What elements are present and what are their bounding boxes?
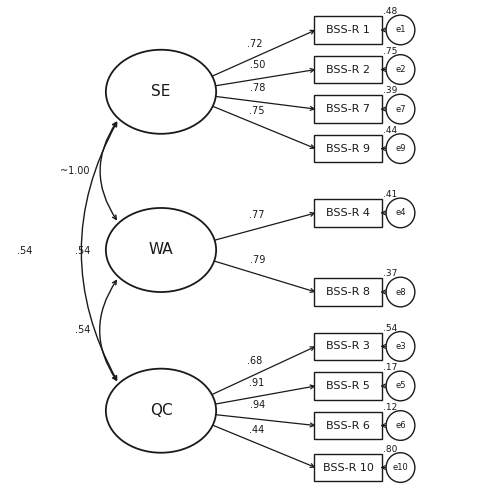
- FancyBboxPatch shape: [314, 95, 381, 123]
- Text: BSS-R 5: BSS-R 5: [325, 381, 369, 391]
- FancyBboxPatch shape: [314, 332, 381, 360]
- Text: BSS-R 8: BSS-R 8: [325, 287, 369, 297]
- Text: .72: .72: [246, 38, 262, 48]
- Text: SE: SE: [151, 84, 170, 100]
- FancyArrowPatch shape: [100, 122, 116, 220]
- FancyBboxPatch shape: [314, 372, 381, 400]
- Text: .37: .37: [382, 269, 397, 278]
- Text: .75: .75: [382, 46, 397, 56]
- Text: e1: e1: [394, 26, 405, 35]
- FancyBboxPatch shape: [314, 278, 381, 306]
- Text: e8: e8: [394, 288, 405, 296]
- FancyArrowPatch shape: [99, 280, 116, 380]
- FancyBboxPatch shape: [314, 16, 381, 44]
- Text: .54: .54: [382, 324, 397, 332]
- FancyBboxPatch shape: [314, 199, 381, 227]
- Text: .54: .54: [75, 246, 90, 256]
- Text: .17: .17: [382, 363, 397, 372]
- Text: .48: .48: [382, 7, 397, 16]
- Text: e10: e10: [392, 463, 408, 472]
- FancyBboxPatch shape: [314, 135, 381, 162]
- Text: ~1.00: ~1.00: [60, 166, 90, 176]
- Text: BSS-R 7: BSS-R 7: [325, 104, 369, 114]
- Text: e6: e6: [394, 421, 405, 430]
- Text: .12: .12: [382, 402, 397, 411]
- FancyBboxPatch shape: [314, 412, 381, 440]
- Text: .68: .68: [246, 356, 261, 366]
- Text: .50: .50: [249, 60, 264, 70]
- Text: .54: .54: [75, 326, 90, 336]
- Text: BSS-R 2: BSS-R 2: [325, 64, 369, 74]
- Text: BSS-R 4: BSS-R 4: [325, 208, 369, 218]
- Text: e5: e5: [394, 382, 405, 390]
- Text: BSS-R 6: BSS-R 6: [325, 420, 369, 430]
- Text: e4: e4: [394, 208, 405, 218]
- Text: .78: .78: [250, 83, 265, 93]
- Text: e9: e9: [394, 144, 405, 153]
- Text: .41: .41: [382, 190, 397, 199]
- Text: .77: .77: [248, 210, 264, 220]
- Text: BSS-R 1: BSS-R 1: [325, 25, 369, 35]
- FancyBboxPatch shape: [314, 454, 381, 481]
- Text: BSS-R 10: BSS-R 10: [322, 462, 373, 472]
- Text: .54: .54: [17, 246, 32, 256]
- Text: e3: e3: [394, 342, 405, 351]
- FancyArrowPatch shape: [81, 122, 117, 380]
- Text: .39: .39: [382, 86, 397, 95]
- Text: .44: .44: [382, 126, 396, 135]
- Text: .80: .80: [382, 444, 397, 454]
- Text: BSS-R 9: BSS-R 9: [325, 144, 369, 154]
- Text: .44: .44: [249, 424, 264, 434]
- Text: QC: QC: [150, 403, 172, 418]
- Text: .94: .94: [250, 400, 265, 410]
- Text: e2: e2: [394, 65, 405, 74]
- FancyBboxPatch shape: [314, 56, 381, 84]
- Text: .75: .75: [249, 106, 264, 116]
- Text: BSS-R 3: BSS-R 3: [325, 342, 369, 351]
- Text: .79: .79: [249, 256, 265, 266]
- Text: .91: .91: [249, 378, 264, 388]
- Text: e7: e7: [394, 104, 405, 114]
- Text: WA: WA: [149, 242, 173, 258]
